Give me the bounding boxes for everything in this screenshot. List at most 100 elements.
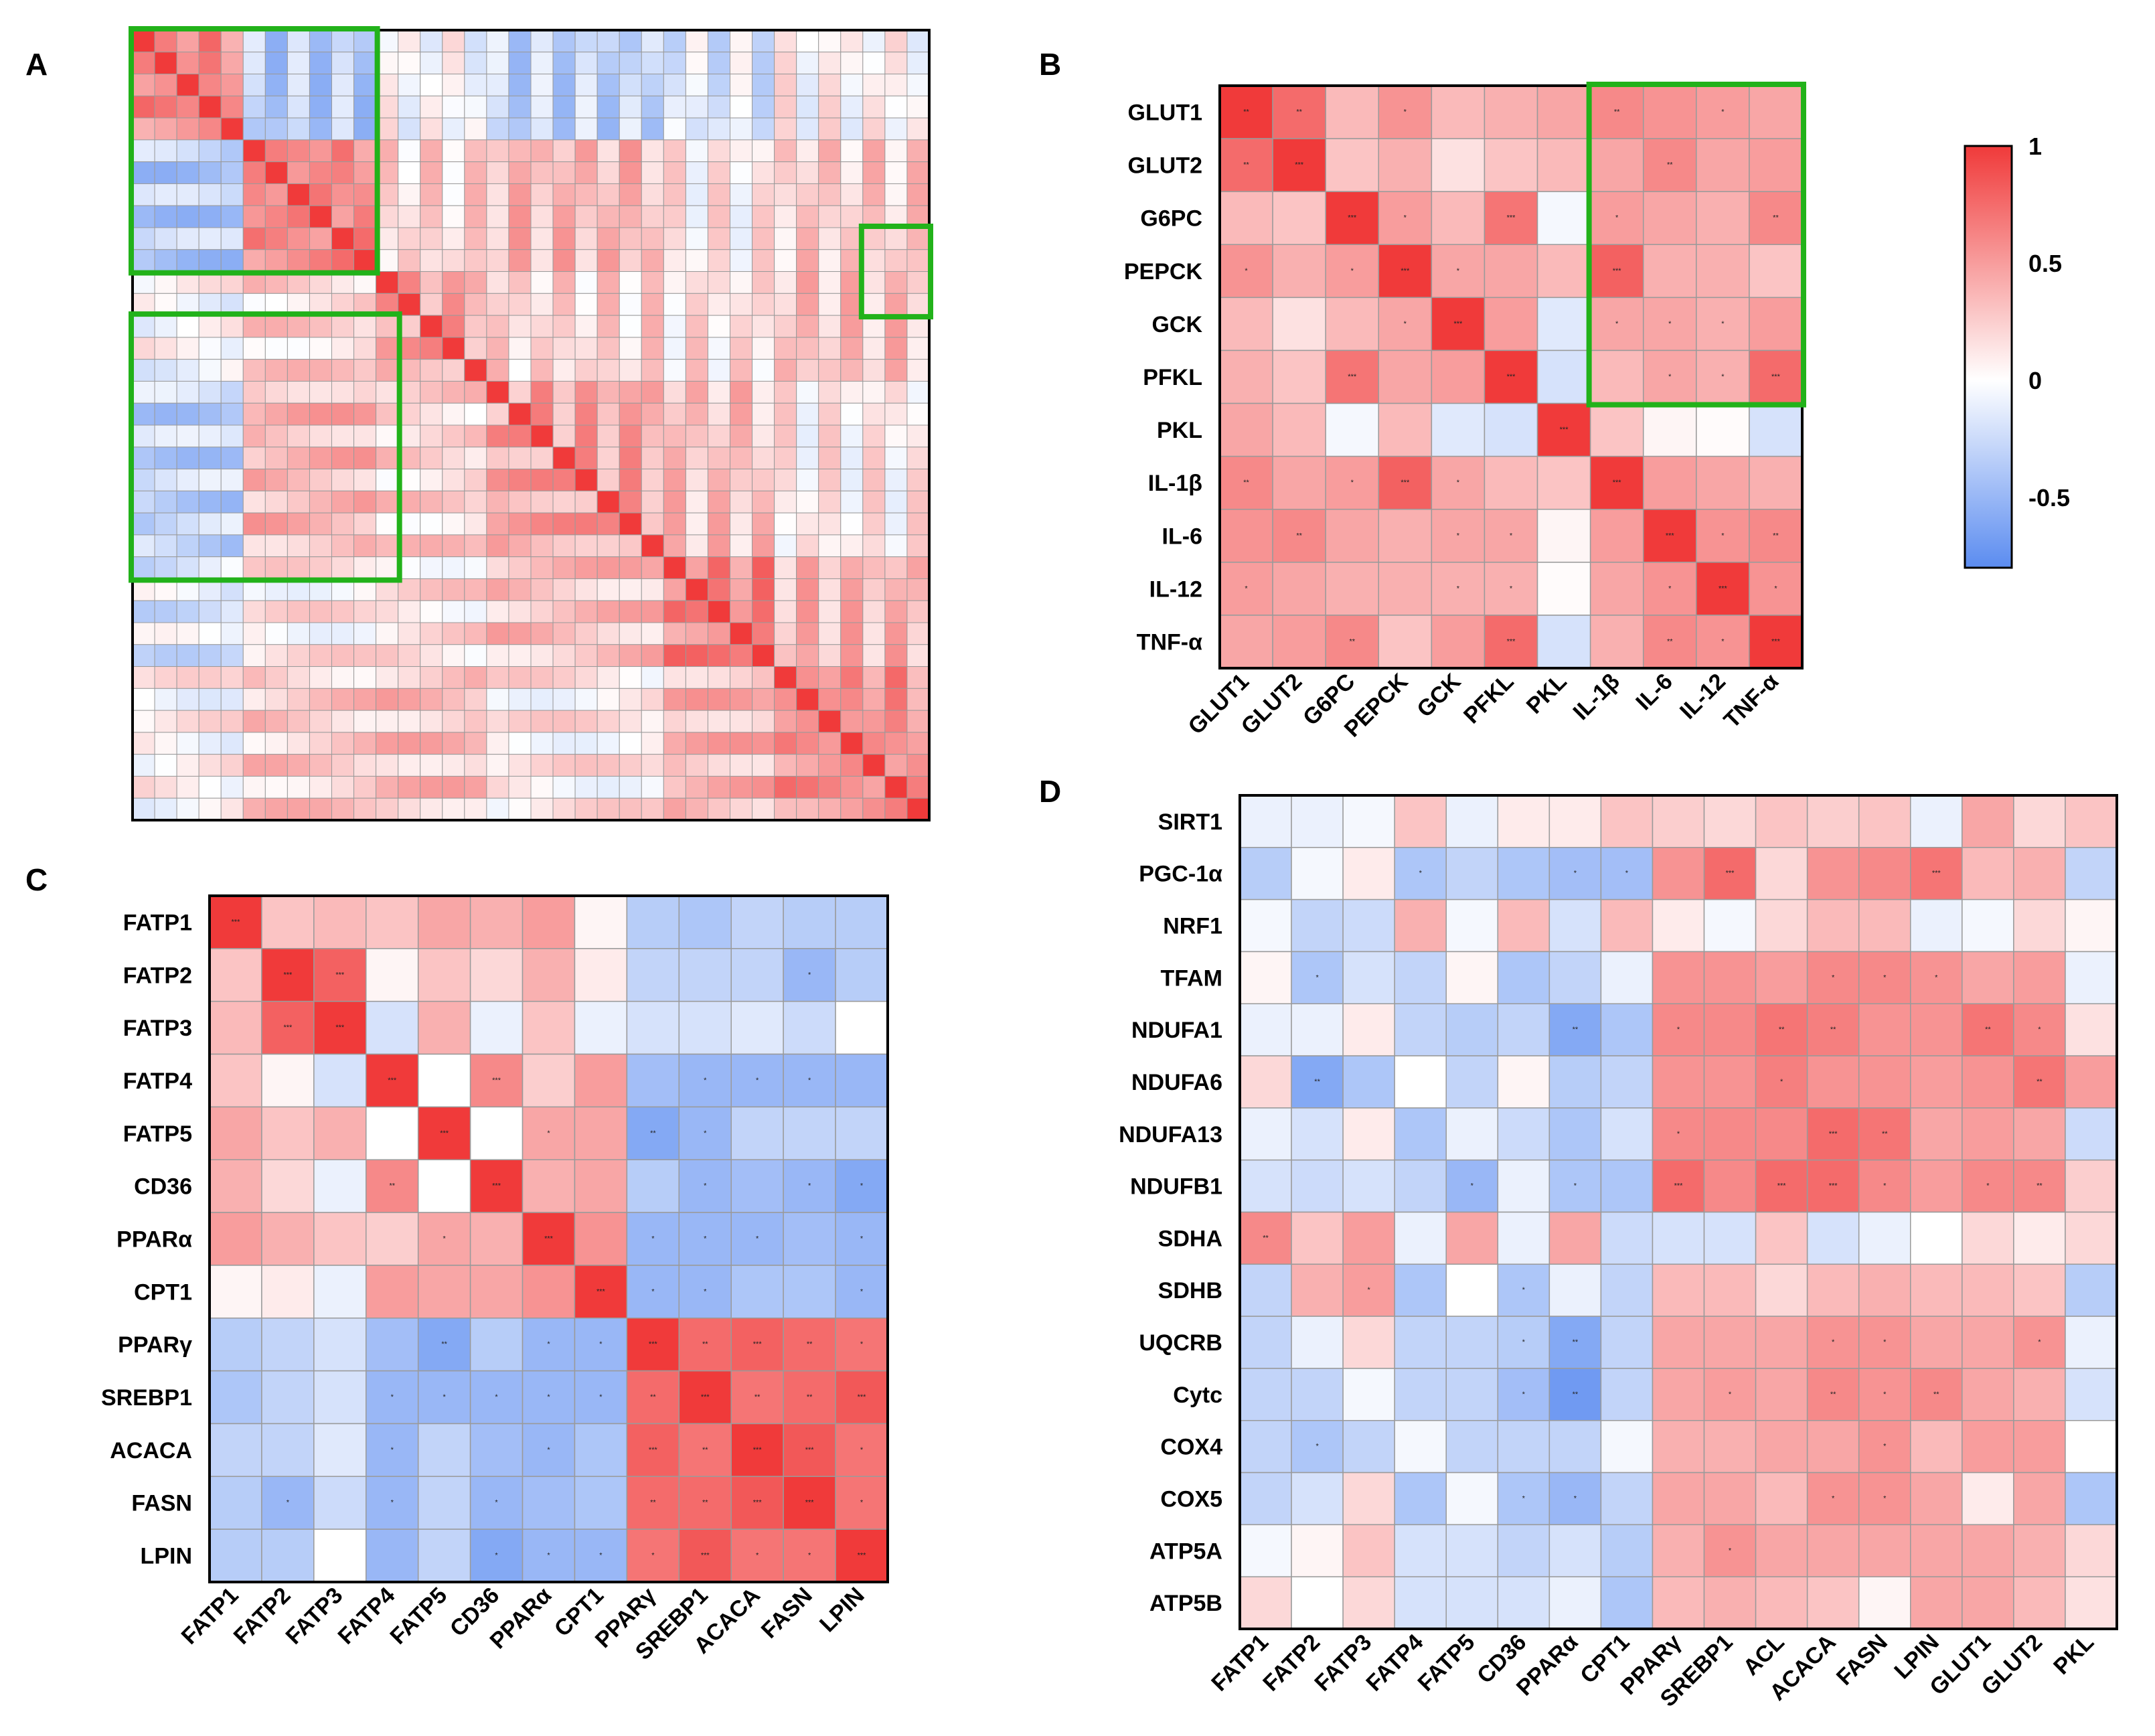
heatmap-cell-16-25 xyxy=(685,380,708,404)
significance-mark: *** xyxy=(1666,532,1675,540)
heatmap-cell-6-9 xyxy=(331,161,355,184)
heatmap-cell-12-3 xyxy=(1394,1420,1447,1474)
heatmap-cell-34-24 xyxy=(663,775,686,799)
heatmap-cell-3-23 xyxy=(641,95,664,119)
heatmap-cell-21-3 xyxy=(198,490,222,514)
heatmap-cell-0-6 xyxy=(264,29,288,53)
heatmap-cell-4-3 xyxy=(1394,1003,1447,1056)
heatmap-cell-9-4 xyxy=(1431,562,1486,616)
heatmap-cell-9-6 xyxy=(264,227,288,250)
heatmap-cell-27-20 xyxy=(574,622,598,645)
heatmap-cell-22-27 xyxy=(730,512,753,536)
row-label-uqcrb: UQCRB xyxy=(1139,1330,1222,1356)
heatmap-cell-19-16 xyxy=(486,447,509,470)
significance-mark: * xyxy=(1457,479,1460,487)
heatmap-cell-20-6 xyxy=(264,469,288,491)
significance-mark: * xyxy=(495,1499,498,1507)
significance-mark: * xyxy=(1780,1078,1783,1086)
heatmap-cell-16-10 xyxy=(353,380,377,404)
heatmap-cell-7-5 xyxy=(242,183,266,206)
heatmap-cell-28-14 xyxy=(442,644,465,667)
significance-mark: * xyxy=(443,1393,447,1401)
heatmap-cell-2-18 xyxy=(530,74,554,96)
heatmap-cell-13-16 xyxy=(486,315,509,338)
heatmap-cell-7-17 xyxy=(508,183,532,206)
heatmap-cell-4-4 xyxy=(1431,297,1486,351)
heatmap-cell-2-0 xyxy=(132,74,155,96)
heatmap-cell-7-2 xyxy=(1342,1159,1395,1213)
heatmap-cell-31-14 xyxy=(442,710,465,733)
significance-mark: *** xyxy=(1777,1182,1787,1190)
heatmap-cell-31-28 xyxy=(752,710,775,733)
heatmap-cell-28-11 xyxy=(376,644,399,667)
row-label-cd36: CD36 xyxy=(134,1174,192,1200)
heatmap-cell-21-4 xyxy=(220,490,244,514)
heatmap-cell-14-24 xyxy=(663,337,686,360)
heatmap-cell-9-4 xyxy=(1445,1263,1499,1317)
heatmap-cell-11-29 xyxy=(774,271,797,294)
heatmap-cell-33-20 xyxy=(574,754,598,777)
heatmap-cell-15-0 xyxy=(132,359,155,382)
heatmap-cell-6-1 xyxy=(1291,1107,1344,1161)
heatmap-cell-17-20 xyxy=(574,402,598,426)
heatmap-cell-16-21 xyxy=(596,380,620,404)
heatmap-cell-13-19 xyxy=(552,315,576,338)
heatmap-cell-20-16 xyxy=(486,469,509,491)
heatmap-cell-20-25 xyxy=(685,469,708,491)
heatmap-cell-1-8 xyxy=(626,948,680,1002)
heatmap-cell-18-8 xyxy=(309,424,333,448)
heatmap-cell-22-11 xyxy=(376,512,399,536)
heatmap-cell-28-5 xyxy=(242,644,266,667)
heatmap-cell-21-11 xyxy=(376,490,399,514)
significance-mark: * xyxy=(547,1393,550,1401)
heatmap-cell-2-31 xyxy=(818,74,842,96)
heatmap-cell-0-23 xyxy=(641,29,664,53)
heatmap-cell-5-7 xyxy=(1600,1055,1654,1109)
heatmap-cell-10-20 xyxy=(574,249,598,272)
heatmap-cell-1-31 xyxy=(818,52,842,75)
heatmap-cell-30-16 xyxy=(486,688,509,711)
heatmap-cell-19-35 xyxy=(906,447,930,470)
heatmap-cell-4-8 xyxy=(626,1106,680,1160)
heatmap-cell-30-34 xyxy=(884,688,908,711)
heatmap-cell-16-24 xyxy=(663,380,686,404)
heatmap-cell-23-7 xyxy=(287,534,310,558)
heatmap-cell-4-31 xyxy=(818,117,842,141)
heatmap-cell-3-32 xyxy=(840,95,864,119)
heatmap-cell-12-18 xyxy=(530,293,554,316)
heatmap-cell-10-30 xyxy=(796,249,819,272)
heatmap-cell-20-30 xyxy=(796,469,819,491)
heatmap-cell-18-26 xyxy=(707,424,731,448)
col-label-fatp1: FATP1 xyxy=(1206,1630,1273,1696)
heatmap-cell-14-35 xyxy=(906,337,930,360)
heatmap-cell-2-7 xyxy=(287,74,310,96)
heatmap-cell-2-2 xyxy=(1342,898,1395,953)
heatmap-cell-3-10 xyxy=(1749,244,1803,299)
heatmap-cell-23-10 xyxy=(353,534,377,558)
heatmap-cell-4-2 xyxy=(1325,297,1380,351)
heatmap-cell-2-11 xyxy=(783,1000,836,1055)
heatmap-cell-24-2 xyxy=(176,556,199,579)
heatmap-cell-13-20 xyxy=(574,315,598,338)
heatmap-cell-9-13 xyxy=(1910,1263,1963,1317)
heatmap-cell-2-16 xyxy=(486,74,509,96)
heatmap-cell-11-0 xyxy=(1239,1368,1292,1421)
heatmap-cell-20-9 xyxy=(331,469,355,491)
heatmap-cell-26-4 xyxy=(220,600,244,623)
heatmap-cell-8-3 xyxy=(1394,1211,1447,1265)
heatmap-cell-8-6 xyxy=(264,205,288,228)
heatmap-cell-9-6 xyxy=(1536,562,1591,616)
heatmap-cell-28-18 xyxy=(530,644,554,667)
heatmap-cell-7-1 xyxy=(1272,455,1326,510)
heatmap-cell-25-34 xyxy=(884,578,908,601)
heatmap-cell-26-32 xyxy=(840,600,864,623)
heatmap-cell-5-30 xyxy=(796,139,819,163)
heatmap-cell-5-29 xyxy=(774,139,797,163)
heatmap-cell-4-10 xyxy=(730,1106,784,1160)
heatmap-cell-16-6 xyxy=(264,380,288,404)
heatmap-cell-2-13 xyxy=(1910,898,1963,953)
heatmap-cell-1-8 xyxy=(1652,847,1705,900)
heatmap-cell-9-7 xyxy=(287,227,310,250)
heatmap-cell-8-2 xyxy=(176,205,199,228)
heatmap-cell-8-8 xyxy=(1642,508,1697,563)
